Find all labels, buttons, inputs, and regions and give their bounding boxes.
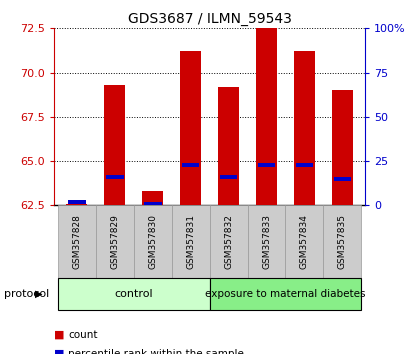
Text: GSM357828: GSM357828 (72, 214, 81, 269)
Text: exposure to maternal diabetes: exposure to maternal diabetes (205, 289, 366, 299)
Bar (294, 51, 315, 205)
Bar (256, 28, 277, 205)
Text: GSM357830: GSM357830 (148, 214, 157, 269)
Text: ■: ■ (54, 349, 64, 354)
Text: GSM357832: GSM357832 (224, 214, 233, 269)
Bar (218, 87, 239, 205)
Bar (144, 201, 161, 205)
Text: ■: ■ (54, 330, 64, 339)
Text: control: control (115, 289, 153, 299)
Bar (106, 175, 124, 179)
Text: percentile rank within the sample: percentile rank within the sample (68, 349, 244, 354)
Text: GSM357833: GSM357833 (262, 214, 271, 269)
Bar (295, 162, 313, 166)
Text: ▶: ▶ (35, 289, 43, 299)
Text: GSM357834: GSM357834 (300, 214, 309, 269)
Text: GSM357835: GSM357835 (338, 214, 347, 269)
Bar (332, 90, 353, 205)
Bar (68, 200, 85, 204)
Bar (142, 191, 163, 205)
Bar (258, 162, 276, 166)
Bar (104, 85, 125, 205)
Bar (334, 177, 352, 181)
Bar (220, 175, 237, 179)
Title: GDS3687 / ILMN_59543: GDS3687 / ILMN_59543 (128, 12, 291, 26)
Text: GSM357829: GSM357829 (110, 214, 119, 269)
Text: GSM357831: GSM357831 (186, 214, 195, 269)
Text: count: count (68, 330, 98, 339)
Bar (180, 51, 201, 205)
Bar (66, 204, 87, 205)
Bar (182, 162, 200, 166)
Text: protocol: protocol (4, 289, 49, 299)
